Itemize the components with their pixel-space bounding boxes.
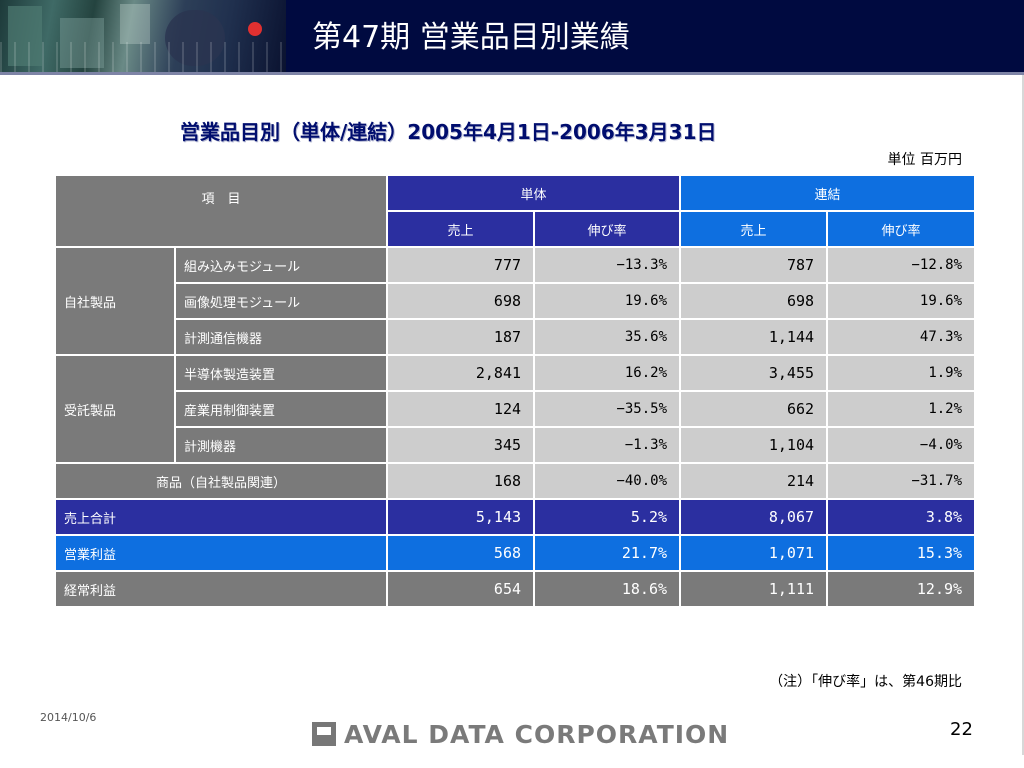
slide-date: 2014/10/6 [40, 711, 97, 724]
page-number: 22 [950, 719, 973, 740]
row-name: 売上合計 [53, 498, 389, 536]
slide-header: 第47期 営業品目別業績 [0, 0, 1024, 72]
single-sales-cell: 777 [386, 246, 536, 284]
cons-sales-cell: 214 [679, 462, 829, 500]
consolidated-header: 連結 [679, 174, 977, 212]
row-name: 組み込みモジュール [173, 246, 389, 284]
row-name: 産業用制御装置 [173, 390, 389, 428]
cons-growth-cell: 12.9% [826, 570, 977, 608]
cons-sales-cell: 662 [679, 390, 829, 428]
single-growth-cell: −13.3% [533, 246, 682, 284]
cons-sales-cell: 3,455 [679, 354, 829, 392]
cons-sales-cell: 1,071 [679, 534, 829, 572]
row-name: 画像処理モジュール [173, 282, 389, 320]
single-growth-cell: 21.7% [533, 534, 682, 572]
table-row: 産業用制御装置 124 −35.5% 662 1.2% [55, 390, 977, 428]
header-row-1: 項 目 単体 連結 [53, 174, 977, 248]
single-sales-cell: 168 [386, 462, 536, 500]
cons-sales-cell: 8,067 [679, 498, 829, 536]
header-row-2: 売上 伸び率 売上 伸び率 [55, 210, 977, 248]
footnote: （注）「伸び率」は、第46期比 [769, 674, 962, 690]
table-row: 受託製品 半導体製造装置 2,841 16.2% 3,455 1.9% [54, 354, 977, 464]
cons-growth-cell: 3.8% [826, 498, 977, 536]
single-sales-cell: 654 [386, 570, 536, 608]
single-sales-cell: 568 [386, 534, 536, 572]
single-growth-cell: 5.2% [533, 498, 682, 536]
cons-sales-cell: 698 [679, 282, 829, 320]
table-row: 画像処理モジュール 698 19.6% 698 19.6% [55, 282, 977, 320]
cons-growth-cell: 1.9% [826, 354, 977, 392]
cons-growth-cell: −4.0% [826, 426, 977, 464]
cons-growth-cell: −12.8% [826, 246, 977, 284]
item-header: 項 目 [53, 174, 389, 248]
cons-growth-cell: 1.2% [826, 390, 977, 428]
cons-growth-cell: 47.3% [826, 318, 977, 356]
header-banner-image [0, 0, 286, 72]
single-growth-cell: 35.6% [533, 318, 682, 356]
logo-mark-icon [312, 722, 336, 746]
unit-label: 単位 百万円 [887, 152, 962, 168]
ordinary-profit-row: 経常利益 654 18.6% 1,111 12.9% [53, 570, 977, 608]
header-divider [0, 72, 1024, 75]
cons-growth-cell: −31.7% [826, 462, 977, 500]
single-sales-cell: 698 [386, 282, 536, 320]
single-sales-header: 売上 [386, 210, 536, 248]
cons-sales-cell: 1,111 [679, 570, 829, 608]
single-growth-cell: 19.6% [533, 282, 682, 320]
cons-growth-cell: 19.6% [826, 282, 977, 320]
single-growth-cell: −35.5% [533, 390, 682, 428]
total-sales-row: 売上合計 5,143 5.2% 8,067 3.8% [53, 498, 977, 536]
single-sales-cell: 187 [386, 318, 536, 356]
table-row: 計測通信機器 187 35.6% 1,144 47.3% [55, 318, 977, 356]
cons-growth-header: 伸び率 [826, 210, 977, 248]
right-border-line [1022, 75, 1024, 755]
single-sales-cell: 5,143 [386, 498, 536, 536]
slide-title: 第47期 営業品目別業績 [312, 20, 630, 55]
row-name: 半導体製造装置 [173, 354, 389, 392]
single-sales-cell: 345 [386, 426, 536, 464]
single-sales-cell: 2,841 [386, 354, 536, 392]
company-logo: AVAL DATA CORPORATION [312, 718, 729, 750]
table-title: 営業品目別（単体/連結）2005年4月1日-2006年3月31日 [180, 120, 717, 144]
group-label: 自社製品 [54, 246, 176, 356]
row-name: 計測通信機器 [173, 318, 389, 356]
table-row: 計測機器 345 −1.3% 1,104 −4.0% [55, 426, 977, 464]
single-growth-cell: −40.0% [533, 462, 682, 500]
sales-by-product-table: 項 目 単体 連結 売上 伸び率 売上 伸び率 自社製品 組み込みモジュール 7… [53, 174, 977, 608]
cons-sales-cell: 787 [679, 246, 829, 284]
logo-text: AVAL DATA CORPORATION [344, 719, 730, 749]
row-name: 計測機器 [173, 426, 389, 464]
single-growth-cell: 18.6% [533, 570, 682, 608]
row-name: 営業利益 [53, 534, 389, 572]
single-growth-header: 伸び率 [533, 210, 682, 248]
cons-sales-header: 売上 [679, 210, 829, 248]
table-row: 自社製品 組み込みモジュール 777 −13.3% 787 −12.8% [54, 246, 977, 356]
cons-sales-cell: 1,104 [679, 426, 829, 464]
single-sales-cell: 124 [386, 390, 536, 428]
operating-profit-row: 営業利益 568 21.7% 1,071 15.3% [53, 534, 977, 572]
row-name: 商品（自社製品関連） [53, 462, 389, 500]
row-name: 経常利益 [53, 570, 389, 608]
single-growth-cell: −1.3% [533, 426, 682, 464]
group-label: 受託製品 [54, 354, 176, 464]
merchandise-row: 商品（自社製品関連） 168 −40.0% 214 −31.7% [53, 462, 977, 500]
single-header: 単体 [386, 174, 682, 212]
cons-growth-cell: 15.3% [826, 534, 977, 572]
single-growth-cell: 16.2% [533, 354, 682, 392]
cons-sales-cell: 1,144 [679, 318, 829, 356]
